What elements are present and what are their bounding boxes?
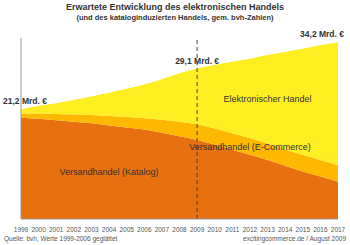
svg-text:2001: 2001 bbox=[49, 226, 64, 233]
svg-text:2012: 2012 bbox=[243, 226, 258, 233]
svg-text:34,2 Mrd. €: 34,2 Mrd. € bbox=[300, 29, 342, 39]
svg-text:2004: 2004 bbox=[102, 226, 117, 233]
svg-text:Elektronischer Handel: Elektronischer Handel bbox=[224, 94, 312, 104]
svg-text:2005: 2005 bbox=[119, 226, 134, 233]
svg-text:2011: 2011 bbox=[225, 226, 239, 233]
svg-text:2013: 2013 bbox=[260, 226, 275, 233]
svg-text:29,1 Mrd. €: 29,1 Mrd. € bbox=[175, 56, 219, 66]
svg-text:2006: 2006 bbox=[137, 226, 152, 233]
html-text:(und des kataloginduzierten Ha: (und des kataloginduzierten Handels, gem… bbox=[76, 13, 274, 22]
svg-text:2008: 2008 bbox=[172, 226, 187, 233]
svg-text:21,2 Mrd. €: 21,2 Mrd. € bbox=[8, 96, 47, 106]
svg-text:2003: 2003 bbox=[84, 226, 99, 233]
svg-text:2009: 2009 bbox=[190, 226, 205, 233]
html-text:Quelle: bvh, Werte 1999-2006 g: Quelle: bvh, Werte 1999-2006 geglättet bbox=[4, 235, 118, 242]
svg-text:2002: 2002 bbox=[67, 226, 82, 233]
svg-text:Versandhandel (E-Commerce): Versandhandel (E-Commerce) bbox=[189, 142, 311, 152]
svg-text:2000: 2000 bbox=[31, 226, 46, 233]
svg-text:2015: 2015 bbox=[296, 226, 311, 233]
svg-text:2007: 2007 bbox=[155, 226, 170, 233]
svg-text:1999: 1999 bbox=[14, 226, 29, 233]
svg-text:2010: 2010 bbox=[207, 226, 222, 233]
html-text:Erwartete Entwicklung des elek: Erwartete Entwicklung des elektronischen… bbox=[66, 2, 284, 12]
svg-text:Versandhandel (Katalog): Versandhandel (Katalog) bbox=[60, 167, 159, 177]
svg-text:2014: 2014 bbox=[278, 226, 293, 233]
svg-text:2017: 2017 bbox=[331, 226, 342, 233]
svg-text:2016: 2016 bbox=[313, 226, 328, 233]
html-text:excitingcommerce.de / August 2: excitingcommerce.de / August 2009 bbox=[243, 235, 346, 242]
